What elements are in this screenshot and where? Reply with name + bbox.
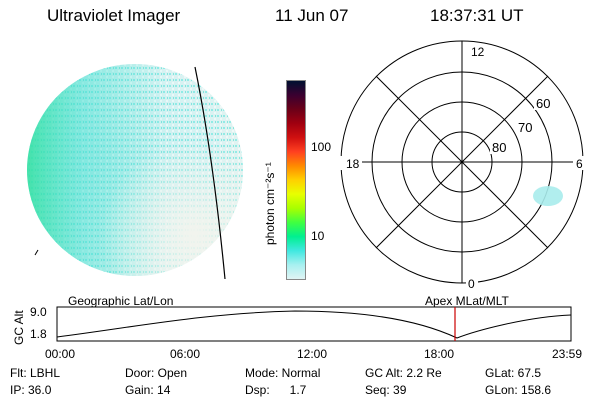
timeline-ytick-top: 9.0	[30, 305, 47, 319]
uv-image-panel	[27, 64, 243, 280]
colorbar-unit-label: photon cm⁻²s⁻¹	[263, 162, 277, 245]
xtick-1800: 18:00	[424, 347, 455, 361]
polar-aurora-patch	[533, 186, 563, 206]
mlt-label-18: 18	[346, 157, 360, 171]
terminator-line	[194, 66, 226, 280]
mlt-label-12: 12	[471, 45, 485, 59]
status-gc-alt: GC Alt: 2.2 Re	[365, 366, 442, 380]
lat-label-70: 70	[518, 120, 532, 135]
status-gain: Gain: 14	[125, 383, 171, 397]
timeline-left-label: Geographic Lat/Lon	[68, 294, 174, 308]
xtick-1200: 12:00	[297, 347, 328, 361]
colorbar-tick-10: 10	[311, 229, 325, 243]
xtick-0000: 00:00	[45, 347, 76, 361]
status-mode: Mode: Normal	[245, 366, 321, 380]
status-dsp: Dsp: 1.7	[245, 383, 307, 397]
status-glat: GLat: 67.5	[485, 366, 542, 380]
status-door: Door: Open	[125, 366, 188, 380]
timeline-ytick-bottom: 1.8	[30, 327, 47, 341]
date-label: 11 Jun 07	[275, 6, 349, 25]
status-seq: Seq: 39	[365, 383, 407, 397]
colorbar	[286, 80, 306, 280]
altitude-curve	[56, 310, 572, 339]
time-label: 18:37:31 UT	[430, 6, 524, 25]
xtick-0600: 06:00	[170, 347, 201, 361]
timeline-ylabel: GC Alt	[12, 310, 26, 345]
timeline-plot	[56, 306, 572, 342]
status-flt: Flt: LBHL	[10, 366, 61, 380]
lat-label-60: 60	[536, 96, 550, 111]
status-glon: GLon: 158.6	[485, 383, 552, 397]
status-ip: IP: 36.0	[10, 383, 52, 397]
timeline-right-label: Apex MLat/MLT	[425, 294, 509, 308]
lat-label-80: 80	[492, 140, 506, 155]
mlt-label-0: 0	[468, 277, 475, 290]
colorbar-tick-100: 100	[311, 140, 332, 154]
polar-mlt-plot: 12 18 6 0 60 70 80	[340, 40, 587, 290]
instrument-title: Ultraviolet Imager	[47, 6, 181, 25]
mlt-label-6: 6	[576, 157, 583, 171]
xtick-2359: 23:59	[552, 347, 583, 361]
